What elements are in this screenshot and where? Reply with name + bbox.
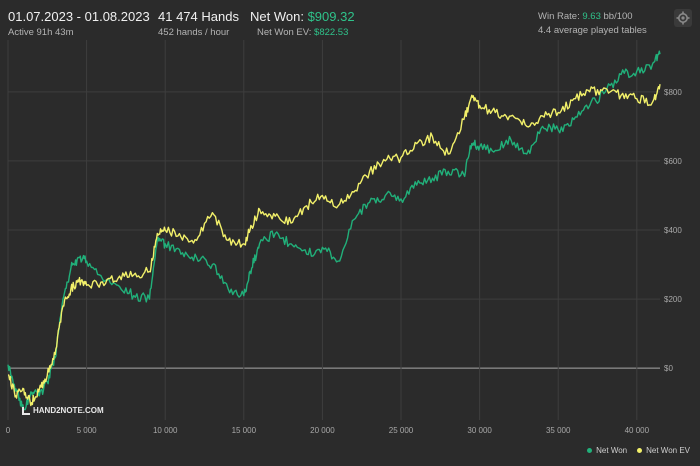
- logo: HAND2NOTE.COM: [22, 406, 104, 415]
- header-hands: 41 474 Hands: [158, 9, 239, 24]
- y-tick-label: $0: [664, 364, 673, 373]
- win-rate-unit: bb/100: [603, 11, 633, 22]
- net-won-ev-value: $822.53: [314, 27, 349, 38]
- header-net-won: Net Won: $909.32: [250, 9, 355, 24]
- header-win-rate: Win Rate: 9.63 bb/100: [538, 11, 648, 22]
- net-won-label: Net Won:: [250, 9, 304, 24]
- series-line-net-won-ev: [8, 84, 661, 407]
- x-tick-label: 5 000: [77, 426, 98, 435]
- logo-text: HAND2NOTE.COM: [33, 406, 104, 415]
- x-tick-label: 25 000: [389, 426, 414, 435]
- x-tick-label: 10 000: [153, 426, 178, 435]
- legend-item-net-won[interactable]: Net Won: [587, 446, 627, 455]
- win-rate-value: 9.63: [582, 11, 601, 22]
- x-tick-label: 20 000: [310, 426, 335, 435]
- legend-label-net-won: Net Won: [596, 446, 628, 455]
- net-won-ev-label: Net Won EV:: [257, 27, 312, 38]
- legend: Net Won Net Won EV: [587, 446, 690, 455]
- header-date-range: 01.07.2023 - 01.08.2023: [8, 9, 150, 24]
- header-active-time: Active 91h 43m: [8, 27, 74, 38]
- x-tick-label: 30 000: [467, 426, 492, 435]
- header-tables: 4.4 average played tables: [538, 25, 647, 36]
- legend-item-net-won-ev[interactable]: Net Won EV: [637, 446, 690, 455]
- legend-dot-net-won-ev: [637, 448, 643, 453]
- header-net-won-ev: Net Won EV: $822.53: [257, 27, 348, 38]
- series-line-net-won: [7, 50, 661, 411]
- x-tick-label: 15 000: [232, 426, 257, 435]
- x-tick-label: 40 000: [625, 426, 650, 435]
- legend-label-net-won-ev: Net Won EV: [646, 446, 690, 455]
- y-tick-label: $800: [664, 88, 682, 97]
- gear-icon: [676, 11, 690, 25]
- legend-dot-net-won: [587, 448, 593, 453]
- y-tick-label: $200: [664, 295, 682, 304]
- logo-mark-icon: [22, 406, 30, 415]
- settings-button[interactable]: [674, 9, 692, 27]
- x-tick-label: 35 000: [546, 426, 571, 435]
- x-tick-label: 0: [6, 426, 11, 435]
- y-tick-label: $600: [664, 157, 682, 166]
- net-won-value: $909.32: [307, 9, 355, 24]
- win-rate-label: Win Rate:: [538, 11, 580, 22]
- header-hands-rate: 452 hands / hour: [158, 27, 230, 38]
- y-tick-label: $400: [664, 226, 682, 235]
